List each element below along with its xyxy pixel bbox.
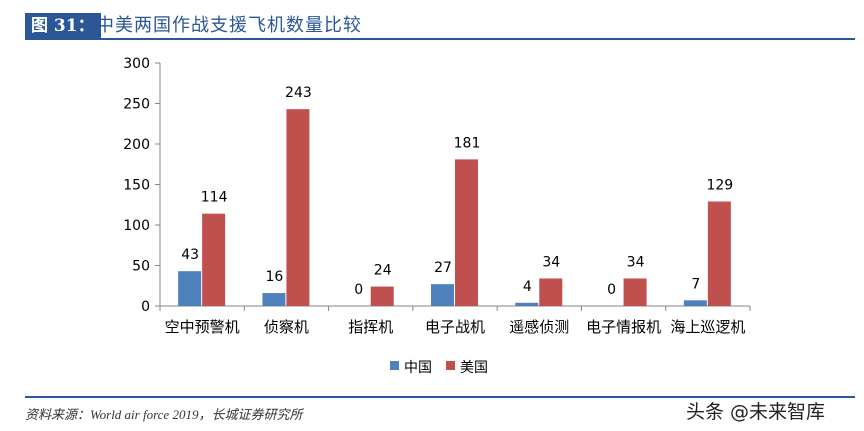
figure-label: 图 31： xyxy=(25,13,101,39)
data-label: 0 xyxy=(607,282,616,298)
bar-china xyxy=(262,293,286,306)
footer-divider xyxy=(25,396,855,398)
data-label: 7 xyxy=(691,276,700,292)
x-tick-label: 指挥机 xyxy=(348,318,393,336)
bar-usa xyxy=(707,201,731,306)
data-label: 181 xyxy=(454,135,481,151)
source-note: 资料来源：World air force 2019，长城证券研究所 xyxy=(25,407,303,422)
data-label: 0 xyxy=(354,282,363,298)
data-label: 34 xyxy=(542,254,560,270)
bar-usa xyxy=(286,109,310,306)
watermark: 头条 @未来智库 xyxy=(686,401,826,423)
y-tick-label: 250 xyxy=(123,97,150,113)
data-label: 27 xyxy=(434,260,452,276)
x-tick-label: 海上巡逻机 xyxy=(670,318,745,336)
y-tick-label: 200 xyxy=(123,137,150,153)
data-label: 16 xyxy=(266,269,284,285)
data-label: 114 xyxy=(201,190,228,206)
legend-label: 中国 xyxy=(404,360,432,376)
x-tick-label: 电子战机 xyxy=(425,318,485,336)
bar-china xyxy=(515,302,539,306)
data-label: 24 xyxy=(374,263,392,279)
x-tick-label: 电子情报机 xyxy=(586,318,661,336)
bar-usa xyxy=(455,159,478,306)
bar-usa xyxy=(539,278,563,306)
legend-label: 美国 xyxy=(460,360,488,376)
legend-swatch xyxy=(446,361,455,370)
bar-usa xyxy=(370,286,394,306)
data-label: 34 xyxy=(627,254,645,270)
data-label: 129 xyxy=(706,178,733,194)
bar-china xyxy=(431,284,454,306)
bar-usa xyxy=(623,278,647,306)
data-label: 243 xyxy=(285,85,312,101)
chart-title: 中美两国作战支援飞机数量比较 xyxy=(96,15,362,36)
title-divider xyxy=(25,38,855,40)
x-tick-label: 空中预警机 xyxy=(165,318,240,336)
y-tick-label: 300 xyxy=(123,56,150,72)
y-tick-label: 0 xyxy=(141,299,150,315)
x-tick-label: 遥感侦测 xyxy=(509,318,569,336)
legend-swatch xyxy=(390,361,399,370)
y-tick-label: 50 xyxy=(132,259,150,275)
bar-china xyxy=(683,300,707,306)
data-label: 4 xyxy=(523,279,532,295)
y-tick-label: 150 xyxy=(123,178,150,194)
bar-china xyxy=(178,271,202,306)
x-tick-label: 侦察机 xyxy=(264,318,309,336)
data-label: 43 xyxy=(181,247,199,263)
y-tick-label: 100 xyxy=(123,218,150,234)
bar-usa xyxy=(202,213,226,306)
